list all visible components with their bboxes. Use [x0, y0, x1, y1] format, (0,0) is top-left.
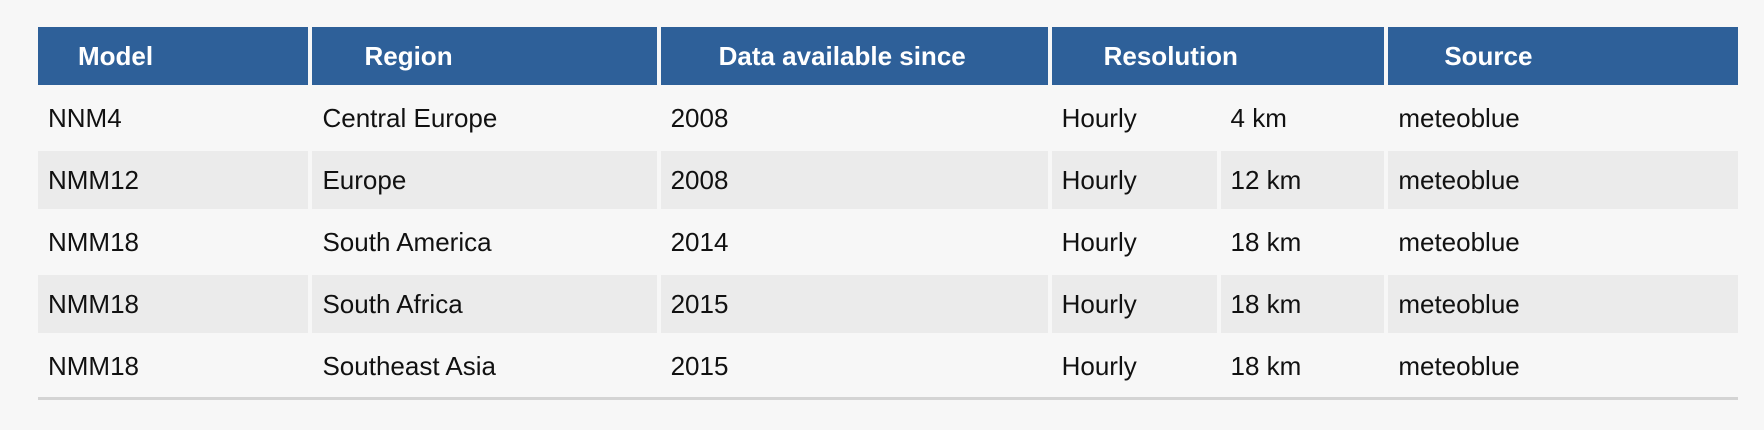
cell-since: 2015: [660, 275, 1048, 333]
cell-region: Europe: [312, 151, 657, 209]
cell-region: South Africa: [312, 275, 657, 333]
cell-source: meteoblue: [1388, 275, 1738, 333]
cell-source: meteoblue: [1388, 151, 1738, 209]
header-region: Region: [312, 27, 657, 85]
cell-model: NNM4: [38, 89, 309, 147]
table-row: NNM4 Central Europe 2008 Hourly 4 km met…: [38, 89, 1738, 147]
header-model: Model: [38, 27, 309, 85]
cell-interval: Hourly: [1051, 275, 1217, 333]
table-row: NMM18 Southeast Asia 2015 Hourly 18 km m…: [38, 337, 1738, 395]
table-row: NMM18 South Africa 2015 Hourly 18 km met…: [38, 275, 1738, 333]
cell-source: meteoblue: [1388, 213, 1738, 271]
cell-since: 2015: [660, 337, 1048, 395]
cell-grid: 18 km: [1220, 213, 1385, 271]
header-data-available-since: Data available since: [660, 27, 1048, 85]
weather-models-table: Model Region Data available since Resolu…: [34, 23, 1742, 399]
cell-grid: 4 km: [1220, 89, 1385, 147]
cell-grid: 18 km: [1220, 275, 1385, 333]
cell-model: NMM12: [38, 151, 309, 209]
cell-grid: 18 km: [1220, 337, 1385, 395]
header-source: Source: [1388, 27, 1738, 85]
table-header-row: Model Region Data available since Resolu…: [38, 27, 1738, 85]
cell-model: NMM18: [38, 213, 309, 271]
cell-interval: Hourly: [1051, 337, 1217, 395]
cell-source: meteoblue: [1388, 337, 1738, 395]
table-row: NMM18 South America 2014 Hourly 18 km me…: [38, 213, 1738, 271]
cell-interval: Hourly: [1051, 213, 1217, 271]
cell-model: NMM18: [38, 275, 309, 333]
cell-model: NMM18: [38, 337, 309, 395]
cell-since: 2014: [660, 213, 1048, 271]
cell-grid: 12 km: [1220, 151, 1385, 209]
cell-interval: Hourly: [1051, 151, 1217, 209]
table-row: NMM12 Europe 2008 Hourly 12 km meteoblue: [38, 151, 1738, 209]
data-table-container: Model Region Data available since Resolu…: [38, 27, 1738, 400]
header-resolution: Resolution: [1051, 27, 1385, 85]
cell-source: meteoblue: [1388, 89, 1738, 147]
cell-interval: Hourly: [1051, 89, 1217, 147]
cell-region: Southeast Asia: [312, 337, 657, 395]
cell-since: 2008: [660, 89, 1048, 147]
cell-region: Central Europe: [312, 89, 657, 147]
cell-since: 2008: [660, 151, 1048, 209]
table-bottom-divider: [38, 397, 1738, 400]
cell-region: South America: [312, 213, 657, 271]
